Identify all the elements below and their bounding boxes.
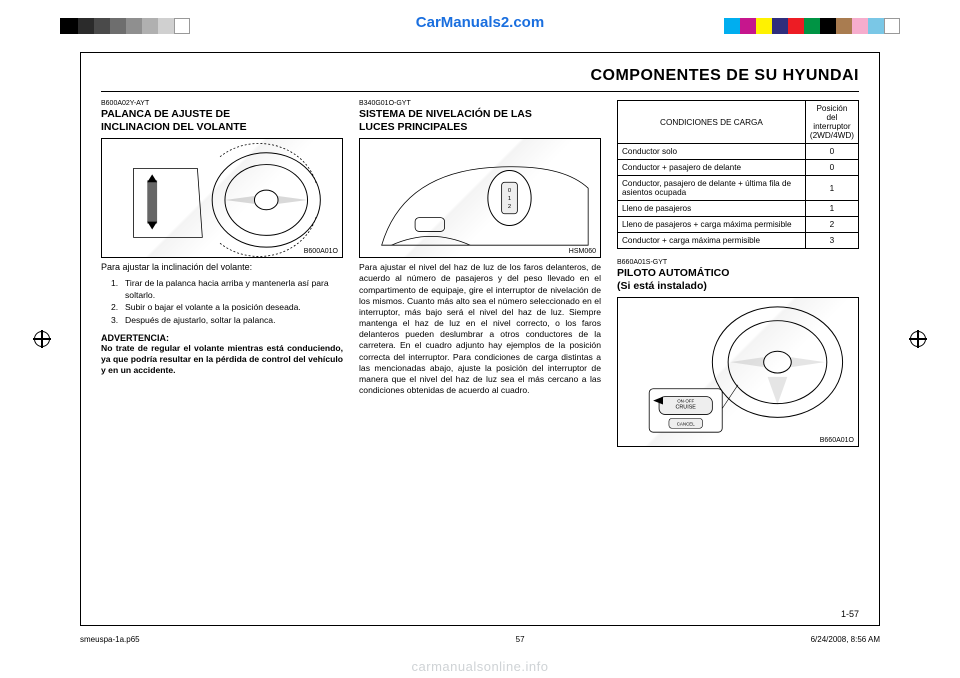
table-row: Conductor + pasajero de delante0 [618,160,859,176]
table-head-conditions: CONDICIONES DE CARGA [618,101,806,144]
step-text: Tirar de la palanca hacia arriba y mante… [125,278,343,301]
table-row: Lleno de pasajeros + carga máxima permis… [618,217,859,233]
table-row: Lleno de pasajeros1 [618,201,859,217]
footer-timestamp: 6/24/2008, 8:56 AM [811,635,880,644]
section-subtitle: INCLINACION DEL VOLANTE [101,121,343,134]
section-subtitle: LUCES PRINCIPALES [359,121,601,134]
section-title: PALANCA DE AJUSTE DE [101,108,343,121]
figure-cruise-control: CRUISE ON·OFF CANCEL B660A01O [617,297,859,447]
figure-caption: Para ajustar la inclinación del volante: [101,262,343,272]
svg-text:CRUISE: CRUISE [675,405,696,411]
svg-text:2: 2 [508,204,511,210]
figure-label: HSM060 [569,248,596,255]
column-1: B600A02Y-AYT PALANCA DE AJUSTE DE INCLIN… [101,100,343,451]
warning-body: No trate de regular el volante mientras … [101,343,343,377]
column-2: B340G01O-GYT SISTEMA DE NIVELACIÓN DE LA… [359,100,601,451]
step-text: Después de ajustarlo, soltar la palanca. [125,315,275,327]
registration-mark-right [909,330,927,348]
column-3: CONDICIONES DE CARGA Posición del interr… [617,100,859,451]
section-body: Para ajustar el nivel del haz de luz de … [359,262,601,396]
footer-page: 57 [140,635,811,644]
section-title: SISTEMA DE NIVELACIÓN DE LAS [359,108,601,121]
figure-headlight-level: 0 1 2 HSM060 [359,138,601,258]
print-footer: smeuspa-1a.p65 57 6/24/2008, 8:56 AM [80,635,880,644]
section-code: B600A02Y-AYT [101,100,343,107]
load-conditions-table: CONDICIONES DE CARGA Posición del interr… [617,100,859,249]
section-code: B340G01O-GYT [359,100,601,107]
step-text: Subir o bajar el volante a la posición d… [125,302,301,314]
table-row: Conductor + carga máxima permisible3 [618,233,859,249]
section-title: PILOTO AUTOMÁTICO [617,267,859,280]
content-columns: B600A02Y-AYT PALANCA DE AJUSTE DE INCLIN… [101,100,859,451]
bottom-watermark: carmanualsonline.info [0,659,960,674]
table-row: Conductor, pasajero de delante + última … [618,176,859,201]
footer-filename: smeuspa-1a.p65 [80,635,140,644]
svg-text:1: 1 [508,196,511,202]
svg-text:ON·OFF: ON·OFF [677,399,694,404]
figure-steering-tilt: B600A01O [101,138,343,258]
warning-heading: ADVERTENCIA: [101,333,343,343]
steps-list: 1.Tirar de la palanca hacia arriba y man… [101,278,343,326]
page-sheet: COMPONENTES DE SU HYUNDAI B600A02Y-AYT P… [80,52,880,626]
table-head-position: Posición del interruptor (2WD/4WD) [805,101,858,144]
section-subtitle: (Si está instalado) [617,280,859,293]
section-code: B660A01S-GYT [617,259,859,266]
registration-mark-left [33,330,51,348]
figure-label: B660A01O [820,437,854,444]
brand-watermark: CarManuals2.com [0,14,960,31]
page-title: COMPONENTES DE SU HYUNDAI [101,67,859,92]
figure-label: B600A01O [304,248,338,255]
table-row: Conductor solo0 [618,144,859,160]
svg-text:CANCEL: CANCEL [677,422,696,427]
page-number: 1-57 [841,609,859,619]
